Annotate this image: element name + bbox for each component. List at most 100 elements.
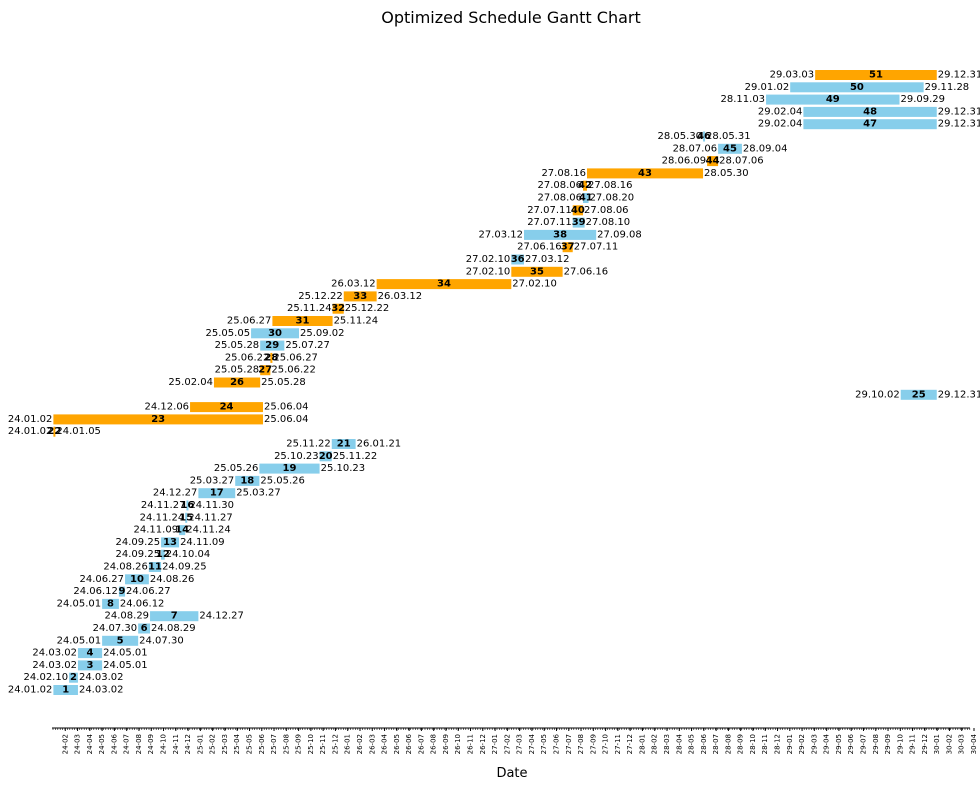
task-bar [803, 106, 937, 117]
x-tick-label: 26-11 [467, 734, 475, 754]
x-tick-label: 25-05 [245, 734, 253, 754]
x-tick-label: 24-10 [160, 734, 168, 754]
task-start-label: 24.08.26 [103, 562, 148, 573]
task-bar [185, 512, 188, 523]
x-tick-label: 28-12 [774, 734, 782, 754]
task-id-label: 39 [572, 217, 586, 228]
task-end-label: 27.03.12 [525, 254, 570, 265]
x-tick-label: 24-12 [184, 734, 192, 754]
task-bar [118, 586, 126, 597]
task-start-label: 25.06.22 [225, 352, 270, 363]
task-end-label: 29.09.29 [901, 94, 946, 105]
task-bar [161, 537, 180, 548]
x-tick-label: 26-03 [368, 734, 376, 754]
task-end-label: 25.06.04 [264, 414, 309, 425]
task-start-label: 24.05.01 [57, 598, 102, 609]
task-id-label: 40 [571, 205, 585, 216]
x-tick-label: 27-11 [614, 734, 622, 754]
task-bar [102, 635, 139, 646]
task-bar [259, 463, 320, 474]
x-tick-label: 24-02 [61, 734, 69, 754]
task-start-label: 29.01.02 [745, 82, 790, 93]
task-id-label: 45 [723, 143, 737, 154]
x-tick-label: 28-01 [638, 734, 646, 754]
task-start-label: 25.05.05 [206, 328, 251, 339]
task-start-label: 29.02.04 [758, 119, 803, 130]
task-start-label: 24.06.27 [80, 574, 125, 585]
task-start-label: 27.08.16 [541, 168, 586, 179]
x-tick-label: 26-05 [393, 734, 401, 754]
x-tick-label: 27-12 [626, 734, 634, 754]
task-id-label: 9 [118, 586, 125, 597]
task-id-label: 51 [869, 70, 883, 81]
task-id-label: 29 [265, 340, 279, 351]
task-bar [511, 266, 563, 277]
x-tick-label: 25-06 [258, 733, 266, 754]
x-tick-label: 26-02 [356, 734, 364, 754]
task-bar [319, 451, 332, 462]
x-tick-label: 28-07 [712, 734, 720, 754]
task-start-label: 27.03.12 [478, 229, 523, 240]
task-id-label: 15 [179, 512, 193, 523]
x-tick-label: 24-03 [74, 734, 82, 754]
task-id-label: 7 [171, 611, 178, 622]
x-tick-label: 25-04 [233, 733, 241, 754]
task-id-label: 2 [70, 672, 77, 683]
x-tick-label: 28-09 [737, 734, 745, 754]
task-end-label: 24.07.30 [139, 635, 184, 646]
task-bar [511, 254, 524, 265]
task-bar [718, 143, 742, 154]
task-start-label: 24.11.24 [140, 512, 185, 523]
task-start-label: 25.12.22 [298, 291, 343, 302]
x-tick-label: 29-02 [798, 734, 806, 754]
x-tick-label: 26-01 [344, 734, 352, 754]
task-id-label: 17 [210, 488, 224, 499]
task-id-label: 26 [230, 377, 244, 388]
x-tick-label: 24-04 [86, 733, 94, 754]
task-start-label: 24.05.01 [57, 635, 102, 646]
task-start-label: 27.07.11 [527, 205, 572, 216]
task-bar [235, 475, 260, 486]
task-id-label: 43 [638, 168, 652, 179]
task-end-label: 27.06.16 [564, 266, 609, 277]
x-tick-label: 25-09 [295, 734, 303, 754]
x-tick-label: 29-11 [909, 734, 917, 754]
x-axis-label: Date [496, 766, 527, 781]
task-start-label: 24.09.25 [116, 537, 161, 548]
x-tick-label: 28-04 [675, 733, 683, 754]
task-end-label: 25.06.27 [273, 352, 318, 363]
task-bar [586, 168, 704, 179]
x-tick-label: 29-01 [786, 734, 794, 754]
task-id-label: 5 [117, 635, 124, 646]
task-start-label: 27.08.06 [537, 180, 582, 191]
task-bar [803, 119, 937, 130]
task-bar [125, 574, 149, 585]
x-tick-label: 29-05 [835, 734, 843, 754]
task-id-label: 42 [578, 180, 592, 191]
task-start-label: 24.01.02 [8, 426, 53, 437]
task-end-label: 25.09.02 [300, 328, 345, 339]
x-tick-label: 30-04 [970, 733, 978, 754]
x-tick-label: 28-06 [700, 733, 708, 754]
task-end-label: 24.01.05 [56, 426, 101, 437]
task-id-label: 12 [156, 549, 170, 560]
task-bar [523, 229, 597, 240]
task-bar [161, 549, 165, 560]
task-end-label: 27.09.08 [597, 229, 642, 240]
task-bar [766, 94, 900, 105]
x-tick-label: 29-04 [823, 733, 831, 754]
x-tick-label: 28-11 [761, 734, 769, 754]
task-end-label: 28.09.04 [743, 143, 788, 154]
task-bar [260, 365, 271, 376]
task-bar [270, 352, 273, 363]
task-end-label: 28.07.06 [719, 156, 764, 167]
task-bar [562, 242, 573, 253]
task-start-label: 24.08.29 [105, 611, 150, 622]
task-end-label: 27.08.20 [590, 193, 635, 204]
task-start-label: 27.07.11 [527, 217, 572, 228]
x-tick-label: 29-12 [921, 734, 929, 754]
task-bar [343, 291, 377, 302]
task-end-label: 27.08.06 [584, 205, 629, 216]
task-end-label: 27.07.11 [574, 242, 619, 253]
